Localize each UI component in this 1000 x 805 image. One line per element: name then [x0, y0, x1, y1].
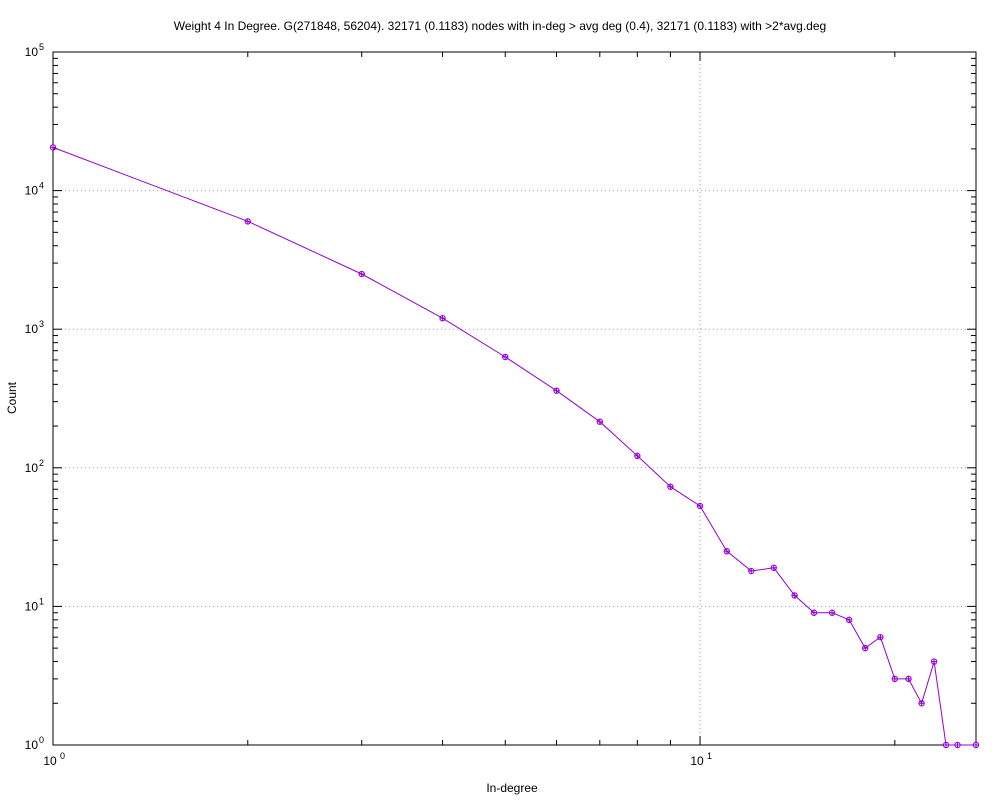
tick-labels: 10 010 110 210 310 410 510 0 10 1: [25, 42, 712, 768]
y-tick-label-exponent: 4: [39, 181, 44, 191]
y-tick-label: 10: [25, 738, 39, 752]
y-tick-label-exponent: 3: [39, 319, 44, 329]
data-point: [667, 483, 674, 490]
data-series: [49, 144, 980, 749]
data-point: [502, 353, 509, 361]
grid-lines: [53, 52, 976, 745]
y-tick-label: 10: [25, 461, 39, 475]
data-point: [828, 609, 836, 616]
data-point: [596, 418, 604, 425]
data-point: [553, 387, 560, 394]
data-point: [49, 144, 57, 151]
data-point: [862, 644, 869, 652]
data-point: [942, 741, 950, 749]
chart-title: Weight 4 In Degree. G(271848, 56204). 32…: [174, 19, 826, 33]
y-tick-label: 10: [25, 322, 39, 336]
data-point: [439, 315, 446, 322]
data-point: [748, 567, 755, 575]
data-point: [244, 218, 251, 225]
x-axis-label: In-degree: [486, 781, 538, 795]
y-tick-label-exponent: 1: [39, 596, 44, 606]
data-point: [954, 741, 961, 749]
data-point: [770, 564, 777, 571]
data-point: [905, 675, 912, 683]
data-point: [791, 592, 798, 599]
y-tick-label: 10: [25, 184, 39, 198]
data-point: [723, 548, 731, 555]
data-point: [972, 741, 980, 749]
y-tick-label: 10: [25, 599, 39, 613]
y-tick-label-exponent: 5: [39, 42, 44, 52]
data-point: [930, 658, 938, 665]
plot-frame: [52, 51, 977, 746]
x-tick-label-exponent: 0: [60, 751, 65, 761]
data-point: [918, 700, 925, 707]
x-tick-label-exponent: 1: [707, 751, 712, 761]
series-line: [52, 146, 976, 746]
y-tick-label: 10: [25, 45, 39, 59]
y-tick-label-exponent: 2: [39, 458, 44, 468]
data-point: [696, 502, 704, 510]
data-point: [634, 452, 641, 460]
data-point: [845, 616, 853, 624]
x-tick-label: 10: [690, 754, 704, 768]
y-axis-label: Count: [5, 381, 19, 414]
data-point: [358, 270, 365, 278]
axis-ticks: [52, 51, 976, 746]
y-tick-label-exponent: 0: [39, 735, 44, 745]
data-point: [810, 609, 818, 616]
data-point: [877, 633, 884, 641]
x-tick-label: 10: [43, 754, 57, 768]
data-point: [891, 675, 899, 683]
